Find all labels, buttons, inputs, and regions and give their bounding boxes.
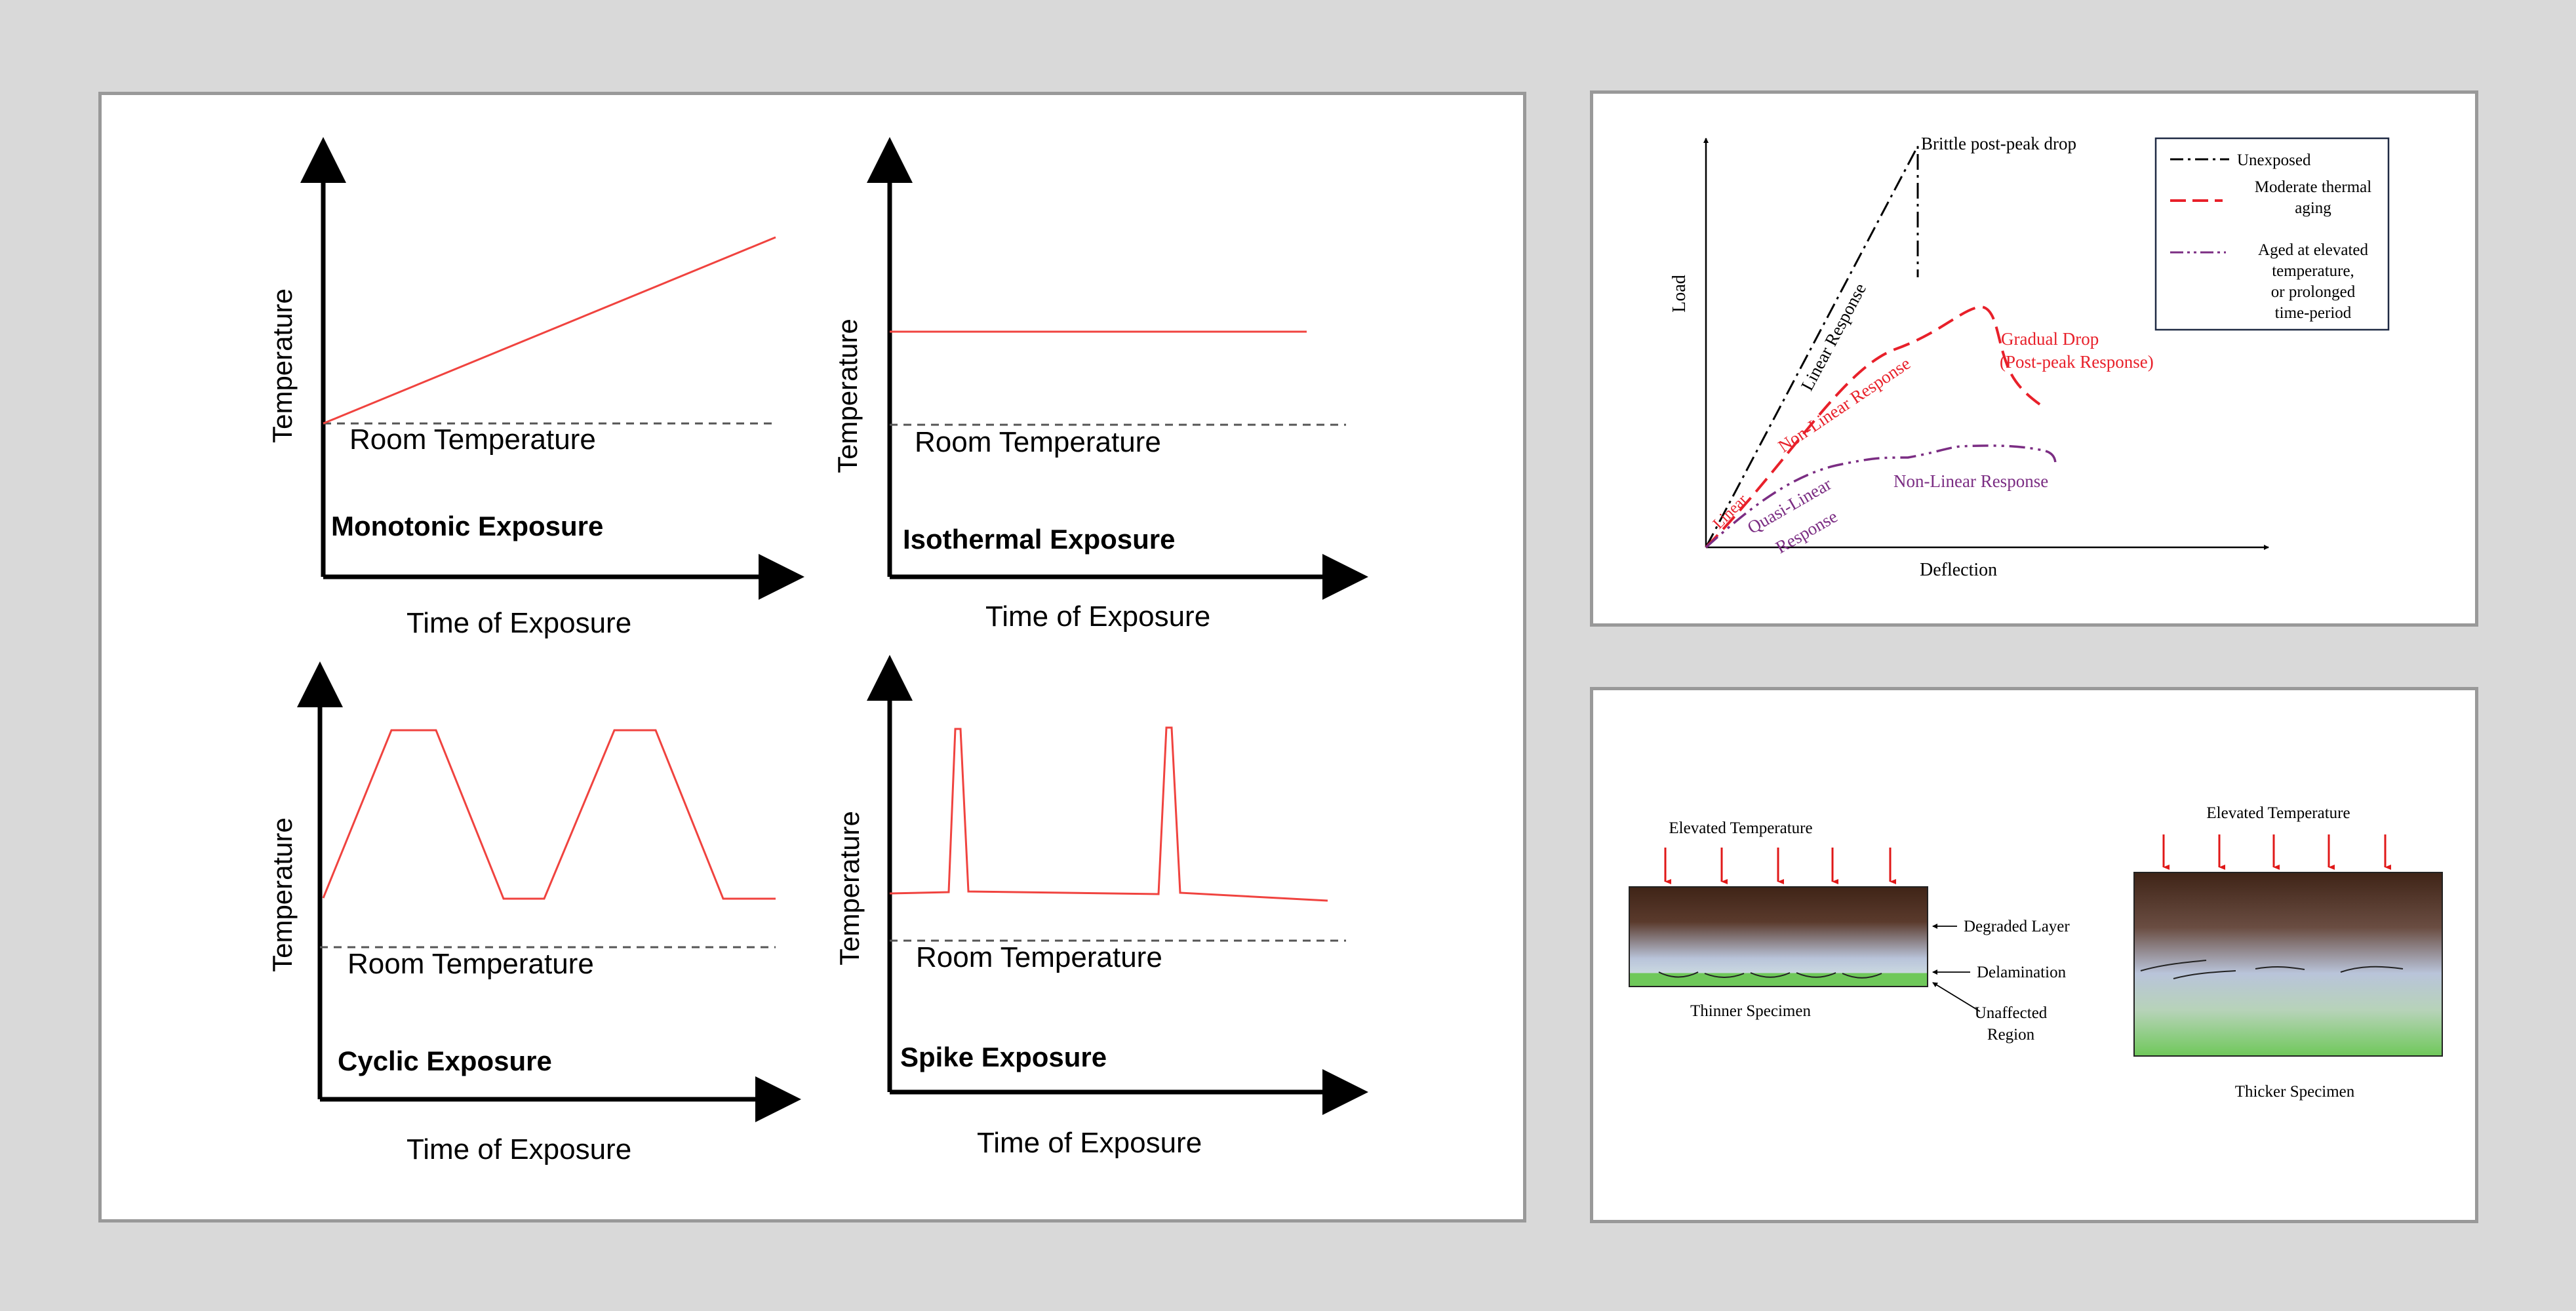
chart-title: Spike Exposure [900, 1042, 1107, 1072]
legend-elevated-line3: or prolonged [2271, 283, 2356, 301]
x-axis-label: Time of Exposure [406, 1133, 631, 1165]
delamination-cracks [2140, 960, 2404, 979]
brittle-annotation: Brittle post-peak drop [1921, 134, 2076, 153]
unaffected-label-line1: Unaffected [1975, 1004, 2048, 1022]
linear-response-annotation: Linear Response [1797, 280, 1870, 394]
left-heat-arrows [1664, 848, 1896, 884]
y-axis-label: Temperature [832, 319, 863, 473]
deflection-label: Deflection [1920, 560, 1997, 580]
left-heat-label: Elevated Temperature [1669, 819, 1812, 837]
thick-specimen [2133, 872, 2443, 1057]
delamination-label: Delamination [1977, 964, 2067, 981]
legend-box [2154, 137, 2390, 331]
chart-title: Cyclic Exposure [338, 1046, 552, 1076]
x-axis-label: Time of Exposure [977, 1127, 1202, 1159]
x-axis-label: Time of Exposure [406, 607, 631, 639]
room-temperature-label: Room Temperature [915, 426, 1161, 458]
monotonic-chart: Room Temperature Monotonic Exposure Time… [267, 137, 804, 639]
legend-elevated-line1: Aged at elevated [2258, 241, 2368, 259]
unaffected-callout-arrow [1932, 982, 1981, 1012]
unexposed-curve [1705, 146, 1919, 548]
room-temperature-label: Room Temperature [347, 948, 594, 980]
isothermal-chart: Room Temperature Isothermal Exposure Tim… [832, 137, 1368, 633]
post-peak-annotation: (Post-peak Response) [2000, 352, 2154, 372]
legend-moderate-line1: Moderate thermal [2255, 178, 2371, 196]
room-temperature-label: Room Temperature [349, 423, 596, 456]
moderate-aging-curve [1705, 305, 2047, 549]
legend-elevated-line4: time-period [2275, 304, 2352, 322]
y-axis-label: Temperature [267, 817, 298, 972]
cyclic-curve [322, 729, 776, 900]
legend: Unexposed Moderate thermal aging Aged at… [2154, 137, 2390, 331]
exposure-types-panel: Room Temperature Monotonic Exposure Time… [98, 92, 1526, 1223]
y-axis-label: Temperature [267, 288, 298, 443]
load-deflection-panel: Deflection Load Brittle post-peak drop L… [1590, 90, 2478, 627]
non-linear-red-annotation: Non-Linear Response [1775, 353, 1914, 456]
specimen-diagram: Elevated Temperature Thinner Specimen De… [1629, 804, 2443, 1101]
chart-title: Isothermal Exposure [903, 524, 1175, 555]
room-temperature-label: Room Temperature [916, 941, 1162, 973]
right-heat-arrows [2162, 834, 2391, 870]
legend-moderate-line2: aging [2295, 199, 2331, 217]
exposure-diagram: Room Temperature Monotonic Exposure Time… [267, 137, 1368, 1165]
legend-unexposed: Unexposed [2237, 151, 2311, 169]
spike-curve [889, 726, 1328, 902]
non-linear-purple-annotation: Non-Linear Response [1893, 471, 2048, 491]
cyclic-chart: Room Temperature Cyclic Exposure Time of… [267, 661, 801, 1165]
spike-chart: Room Temperature Spike Exposure Time of … [834, 655, 1368, 1159]
y-axis-label: Temperature [834, 811, 865, 966]
monotonic-curve [323, 236, 776, 425]
delamination-cracks [1658, 971, 1882, 979]
legend-elevated-line2: temperature, [2272, 262, 2354, 280]
thick-specimen-label: Thicker Specimen [2235, 1083, 2355, 1101]
specimen-panel: Elevated Temperature Thinner Specimen De… [1590, 687, 2478, 1223]
load-label: Load [1669, 275, 1690, 313]
load-deflection-diagram: Deflection Load Brittle post-peak drop L… [1669, 134, 2390, 580]
thin-specimen [1629, 886, 1928, 987]
gradual-drop-annotation: Gradual Drop [2001, 329, 2099, 349]
elevated-aging-curve [1705, 444, 2057, 549]
thin-specimen-label: Thinner Specimen [1690, 1002, 1811, 1020]
right-heat-label: Elevated Temperature [2206, 804, 2350, 822]
degraded-layer-label: Degraded Layer [1964, 918, 2070, 935]
unaffected-label-line2: Region [1987, 1026, 2035, 1044]
x-axis-label: Time of Exposure [985, 600, 1210, 633]
linear-small-annotation: Linear [1710, 492, 1751, 533]
chart-title: Monotonic Exposure [331, 511, 603, 541]
